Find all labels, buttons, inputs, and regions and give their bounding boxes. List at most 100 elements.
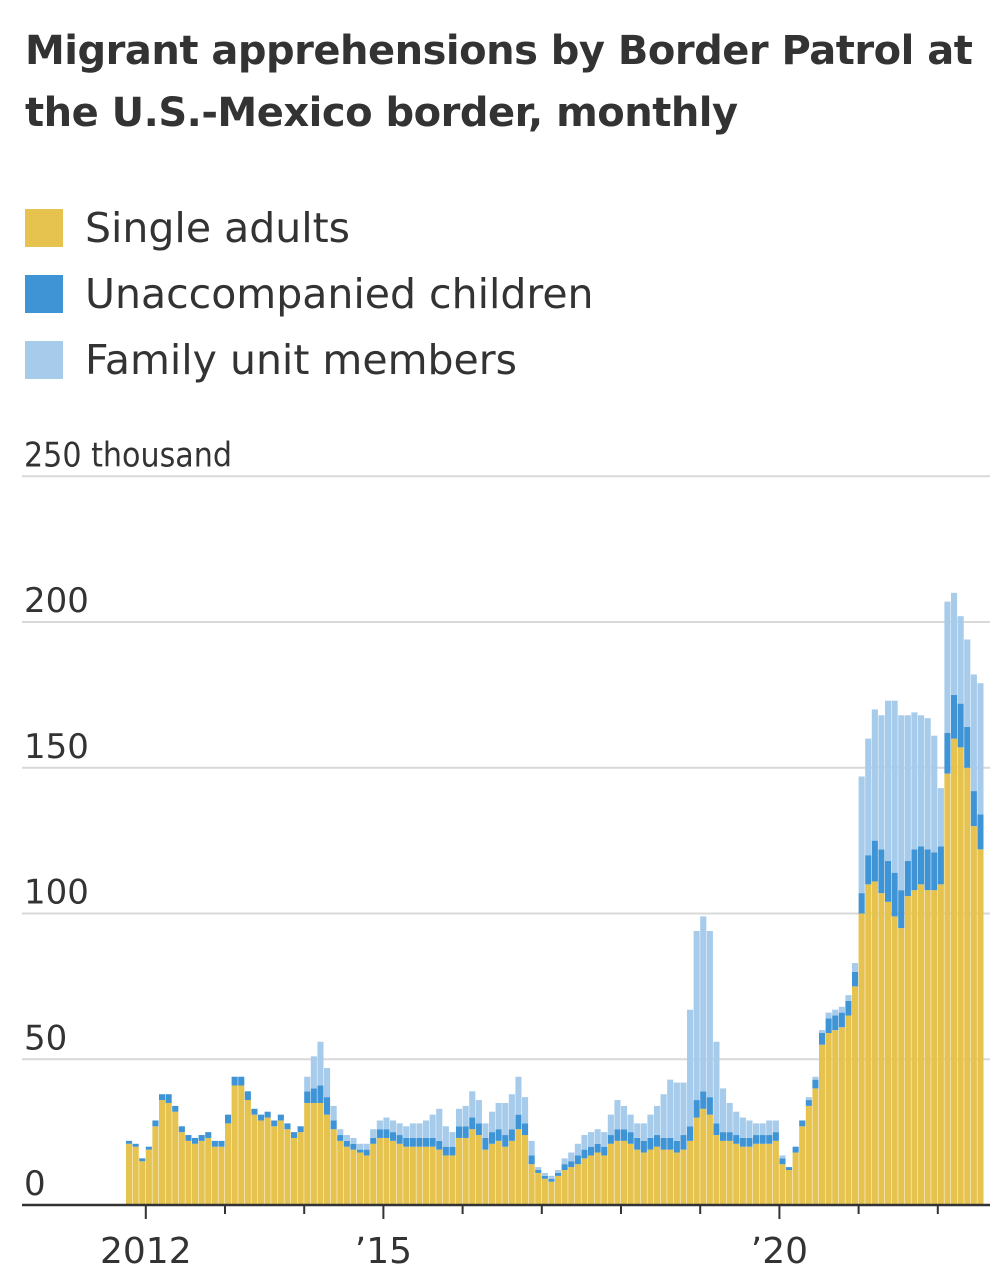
bar-single-adults xyxy=(456,1137,463,1205)
bar-single-adults xyxy=(409,1146,416,1205)
bar-unaccompanied-children xyxy=(647,1137,654,1150)
bar-unaccompanied-children xyxy=(845,1000,852,1016)
bar-unaccompanied-children xyxy=(152,1120,159,1127)
bar-family-unit-members xyxy=(726,1102,733,1133)
bar-family-unit-members xyxy=(977,683,984,815)
bar-unaccompanied-children xyxy=(779,1158,786,1165)
bar-single-adults xyxy=(515,1129,522,1205)
bar-family-unit-members xyxy=(865,738,872,856)
bar-single-adults xyxy=(449,1155,456,1205)
bar-family-unit-members xyxy=(627,1114,634,1133)
x-tick-label: ’15 xyxy=(355,1231,412,1272)
bar-single-adults xyxy=(581,1158,588,1205)
bar-single-adults xyxy=(654,1146,661,1205)
bar-unaccompanied-children xyxy=(733,1135,740,1144)
legend-label-family-unit-members: Family unit members xyxy=(85,336,518,384)
bar-family-unit-members xyxy=(403,1126,410,1138)
bar-single-adults xyxy=(951,738,958,1205)
bar-single-adults xyxy=(660,1149,667,1205)
bar-unaccompanied-children xyxy=(594,1143,601,1153)
bar-single-adults xyxy=(792,1152,799,1205)
bar-single-adults xyxy=(700,1108,707,1205)
bar-single-adults xyxy=(225,1123,232,1205)
bar-unaccompanied-children xyxy=(429,1137,436,1147)
bar-single-adults xyxy=(614,1140,621,1205)
bar-family-unit-members xyxy=(918,715,925,847)
bar-single-adults xyxy=(310,1102,317,1205)
bar-unaccompanied-children xyxy=(654,1135,661,1147)
bar-family-unit-members xyxy=(330,1105,337,1121)
bar-family-unit-members xyxy=(383,1117,390,1130)
bar-unaccompanied-children xyxy=(337,1135,344,1141)
bar-family-unit-members xyxy=(423,1120,430,1138)
bar-single-adults xyxy=(621,1140,628,1205)
bar-single-adults xyxy=(819,1044,826,1205)
bar-unaccompanied-children xyxy=(574,1155,581,1165)
bar-single-adults xyxy=(165,1102,172,1205)
x-tick-label: 2012 xyxy=(100,1231,192,1272)
bar-family-unit-members xyxy=(687,1009,694,1127)
bar-single-adults xyxy=(825,1033,832,1205)
bar-single-adults xyxy=(871,881,878,1205)
bar-family-unit-members xyxy=(462,1105,469,1127)
bar-unaccompanied-children xyxy=(924,849,931,891)
bar-single-adults xyxy=(508,1140,515,1205)
bar-unaccompanied-children xyxy=(799,1120,806,1127)
bar-unaccompanied-children xyxy=(673,1140,680,1153)
bar-single-adults xyxy=(667,1149,674,1205)
bar-single-adults xyxy=(291,1137,298,1205)
bar-family-unit-members xyxy=(858,776,865,894)
bar-family-unit-members xyxy=(376,1120,383,1130)
bar-single-adults xyxy=(132,1146,139,1205)
bar-unaccompanied-children xyxy=(792,1146,799,1153)
y-tick-label: 50 xyxy=(24,1018,67,1058)
bar-single-adults xyxy=(753,1143,760,1205)
bar-family-unit-members xyxy=(891,700,898,873)
bar-single-adults xyxy=(838,1027,845,1205)
bar-family-unit-members xyxy=(713,1041,720,1124)
bar-single-adults xyxy=(772,1140,779,1205)
bar-unaccompanied-children xyxy=(238,1076,245,1086)
bar-unaccompanied-children xyxy=(528,1155,535,1165)
legend-label-unaccompanied-children: Unaccompanied children xyxy=(85,270,594,318)
bar-unaccompanied-children xyxy=(819,1033,826,1045)
bar-family-unit-members xyxy=(568,1152,575,1162)
bar-unaccompanied-children xyxy=(720,1132,727,1141)
bar-single-adults xyxy=(555,1175,562,1205)
bar-single-adults xyxy=(918,884,925,1205)
bar-unaccompanied-children xyxy=(291,1132,298,1138)
bar-single-adults xyxy=(561,1170,568,1205)
bar-family-unit-members xyxy=(621,1105,628,1130)
bar-unaccompanied-children xyxy=(937,846,944,885)
bar-single-adults xyxy=(647,1149,654,1205)
bar-unaccompanied-children xyxy=(363,1149,370,1156)
bar-unaccompanied-children xyxy=(403,1137,410,1147)
bar-unaccompanied-children xyxy=(495,1129,502,1141)
bar-unaccompanied-children xyxy=(878,849,885,894)
bar-single-adults xyxy=(885,901,892,1205)
bar-family-unit-members xyxy=(357,1143,364,1150)
bar-single-adults xyxy=(746,1146,753,1205)
bar-family-unit-members xyxy=(733,1111,740,1136)
legend-item-unaccompanied-children: Unaccompanied children xyxy=(25,261,594,327)
bar-unaccompanied-children xyxy=(885,861,892,902)
bar-unaccompanied-children xyxy=(475,1123,482,1136)
bar-family-unit-members xyxy=(310,1056,317,1089)
bar-single-adults xyxy=(812,1088,819,1205)
bar-single-adults xyxy=(944,773,951,1205)
y-tick-label: 100 xyxy=(24,873,89,913)
bar-unaccompanied-children xyxy=(343,1140,350,1147)
bar-family-unit-members xyxy=(429,1114,436,1138)
legend-item-single-adults: Single adults xyxy=(25,195,594,261)
bar-unaccompanied-children xyxy=(258,1114,265,1121)
bar-unaccompanied-children xyxy=(251,1108,258,1115)
bar-unaccompanied-children xyxy=(284,1123,291,1130)
bar-single-adults xyxy=(726,1140,733,1205)
bar-single-adults xyxy=(363,1155,370,1205)
bar-single-adults xyxy=(640,1152,647,1205)
x-tick-label: ’20 xyxy=(751,1231,808,1272)
bar-unaccompanied-children xyxy=(772,1132,779,1141)
bar-single-adults xyxy=(139,1161,146,1205)
bar-family-unit-members xyxy=(878,715,885,850)
bar-unaccompanied-children xyxy=(489,1132,496,1144)
